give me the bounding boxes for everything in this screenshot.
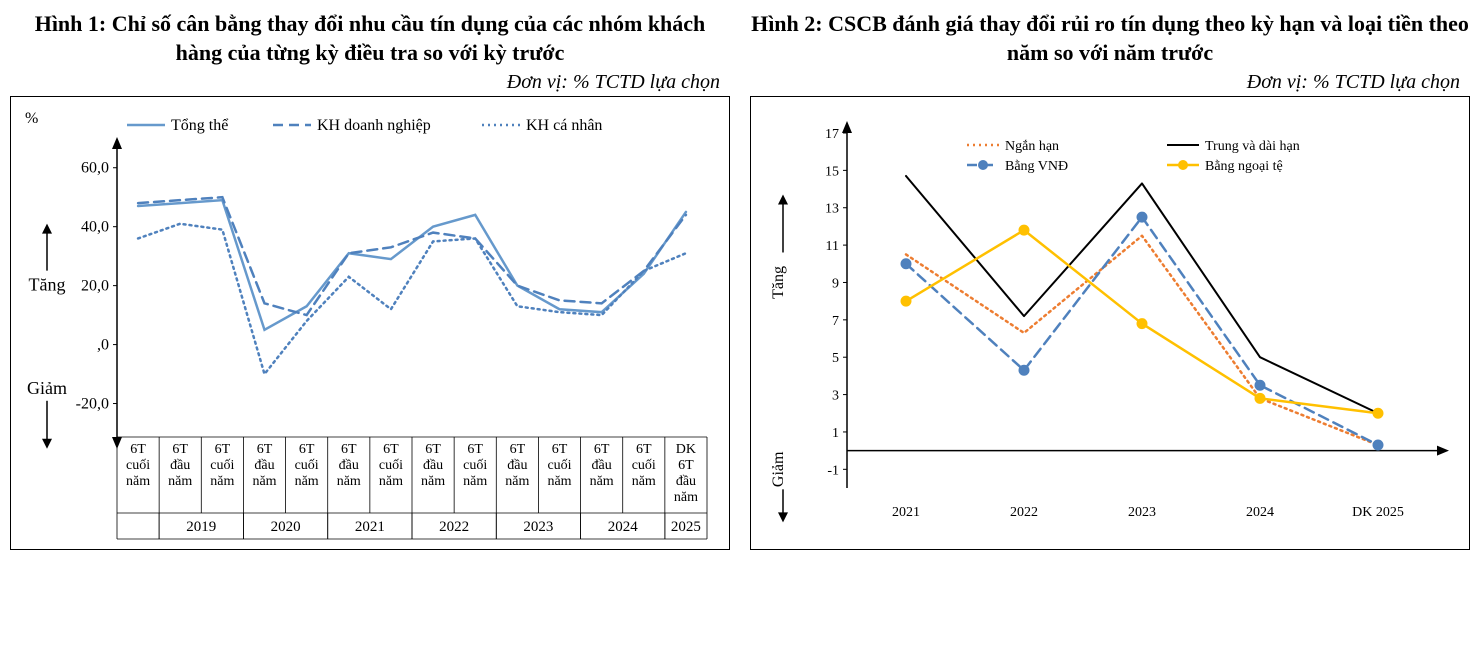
svg-text:Bằng VNĐ: Bằng VNĐ [1005,159,1068,174]
svg-text:6T: 6T [130,442,146,457]
svg-text:2019: 2019 [186,519,216,535]
svg-text:đầu: đầu [592,458,612,473]
svg-text:5: 5 [832,351,839,366]
svg-text:6T: 6T [552,442,568,457]
svg-text:Giảm: Giảm [27,378,67,398]
svg-text:11: 11 [826,239,839,254]
svg-text:năm: năm [210,474,234,489]
svg-text:Tổng thể: Tổng thể [171,117,229,134]
svg-text:2024: 2024 [608,519,639,535]
svg-text:KH cá nhân: KH cá nhân [526,117,602,134]
svg-text:năm: năm [632,474,656,489]
svg-text:cuối: cuối [210,458,234,473]
svg-text:DK: DK [676,442,696,457]
svg-text:năm: năm [463,474,487,489]
svg-text:,0: ,0 [97,337,109,354]
svg-text:6T: 6T [425,442,441,457]
svg-text:6T: 6T [383,442,399,457]
svg-text:năm: năm [674,490,698,505]
svg-text:3: 3 [832,389,839,404]
svg-text:6T: 6T [257,442,273,457]
svg-text:6T: 6T [299,442,315,457]
svg-text:năm: năm [505,474,529,489]
svg-text:15: 15 [825,165,839,180]
svg-text:-1: -1 [827,464,839,479]
svg-text:cuối: cuối [379,458,403,473]
svg-text:9: 9 [832,277,839,292]
svg-text:năm: năm [590,474,614,489]
svg-text:17: 17 [825,127,839,142]
svg-text:cuối: cuối [632,458,656,473]
svg-text:đầu: đầu [339,458,359,473]
svg-text:%: % [25,110,38,127]
svg-text:đầu: đầu [507,458,527,473]
svg-text:năm: năm [168,474,192,489]
chart2-panel: Hình 2: CSCB đánh giá thay đổi rủi ro tí… [750,10,1470,550]
svg-text:6T: 6T [341,442,357,457]
svg-text:13: 13 [825,202,839,217]
svg-text:2024: 2024 [1246,505,1274,520]
svg-text:đầu: đầu [423,458,443,473]
svg-text:6T: 6T [636,442,652,457]
svg-text:1: 1 [832,426,839,441]
svg-text:năm: năm [379,474,403,489]
chart1-title: Hình 1: Chỉ số cân bằng thay đổi nhu cầu… [10,10,730,67]
svg-text:7: 7 [832,314,839,329]
svg-text:Bằng ngoại tệ: Bằng ngoại tệ [1205,159,1283,174]
svg-text:Trung và dài hạn: Trung và dài hạn [1205,139,1300,154]
svg-text:Tăng: Tăng [29,275,66,295]
svg-text:Tăng: Tăng [770,266,787,299]
chart1-box: % Tổng thể KH doanh nghiệp KH cá nhân -20,0,… [10,96,730,550]
svg-text:đầu: đầu [254,458,274,473]
svg-text:năm: năm [126,474,150,489]
svg-text:2022: 2022 [439,519,469,535]
svg-text:Giảm: Giảm [770,451,787,487]
svg-text:cuối: cuối [126,458,150,473]
svg-text:20,0: 20,0 [81,278,109,295]
svg-text:6T: 6T [678,458,694,473]
svg-text:2023: 2023 [1128,505,1156,520]
svg-text:6T: 6T [215,442,231,457]
svg-text:DK 2025: DK 2025 [1352,505,1404,520]
svg-text:cuối: cuối [463,458,487,473]
svg-text:6T: 6T [172,442,188,457]
chart2-svg: -113579111315172021202220232024DK 2025Tă… [757,103,1457,543]
svg-text:năm: năm [295,474,319,489]
svg-text:cuối: cuối [295,458,319,473]
charts-container: Hình 1: Chỉ số cân bằng thay đổi nhu cầu… [10,10,1470,550]
svg-text:6T: 6T [594,442,610,457]
svg-text:cuối: cuối [547,458,571,473]
svg-text:-20,0: -20,0 [76,396,109,413]
chart1-panel: Hình 1: Chỉ số cân bằng thay đổi nhu cầu… [10,10,730,550]
svg-text:năm: năm [547,474,571,489]
chart2-box: -113579111315172021202220232024DK 2025Tă… [750,96,1470,550]
svg-text:40,0: 40,0 [81,219,109,236]
svg-text:2023: 2023 [523,519,553,535]
svg-text:Ngắn hạn: Ngắn hạn [1005,139,1059,154]
svg-text:2020: 2020 [271,519,301,535]
chart1-svg: % Tổng thể KH doanh nghiệp KH cá nhân -20,0,… [17,103,717,543]
svg-text:năm: năm [252,474,276,489]
chart1-unit: Đơn vị: % TCTD lựa chọn [10,71,730,94]
chart2-unit: Đơn vị: % TCTD lựa chọn [750,71,1470,94]
svg-text:6T: 6T [510,442,526,457]
svg-text:2025: 2025 [671,519,701,535]
svg-text:đầu: đầu [676,474,696,489]
svg-text:năm: năm [421,474,445,489]
chart2-title: Hình 2: CSCB đánh giá thay đổi rủi ro tí… [750,10,1470,67]
svg-text:đầu: đầu [170,458,190,473]
svg-text:2022: 2022 [1010,505,1038,520]
svg-text:2021: 2021 [355,519,385,535]
svg-text:6T: 6T [467,442,483,457]
svg-text:2021: 2021 [892,505,920,520]
svg-text:KH doanh nghiệp: KH doanh nghiệp [317,117,431,134]
svg-text:60,0: 60,0 [81,160,109,177]
svg-text:năm: năm [337,474,361,489]
